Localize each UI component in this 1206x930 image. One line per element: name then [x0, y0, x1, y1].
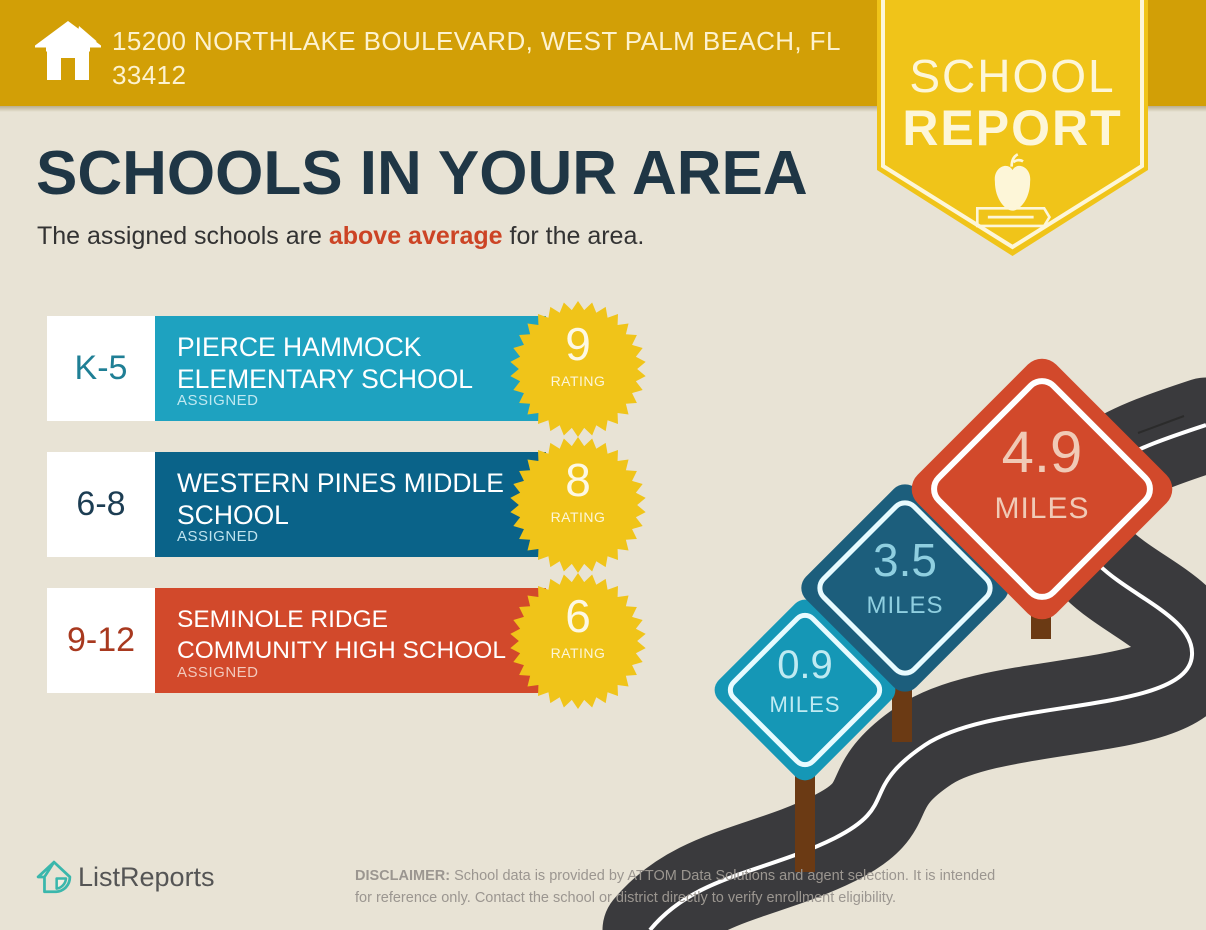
svg-text:MILES: MILES [769, 692, 840, 717]
svg-text:0.9: 0.9 [777, 643, 833, 687]
svg-text:MILES: MILES [866, 592, 943, 619]
svg-text:3.5: 3.5 [873, 534, 937, 586]
svg-text:4.9: 4.9 [1002, 420, 1083, 485]
svg-text:MILES: MILES [994, 492, 1089, 525]
